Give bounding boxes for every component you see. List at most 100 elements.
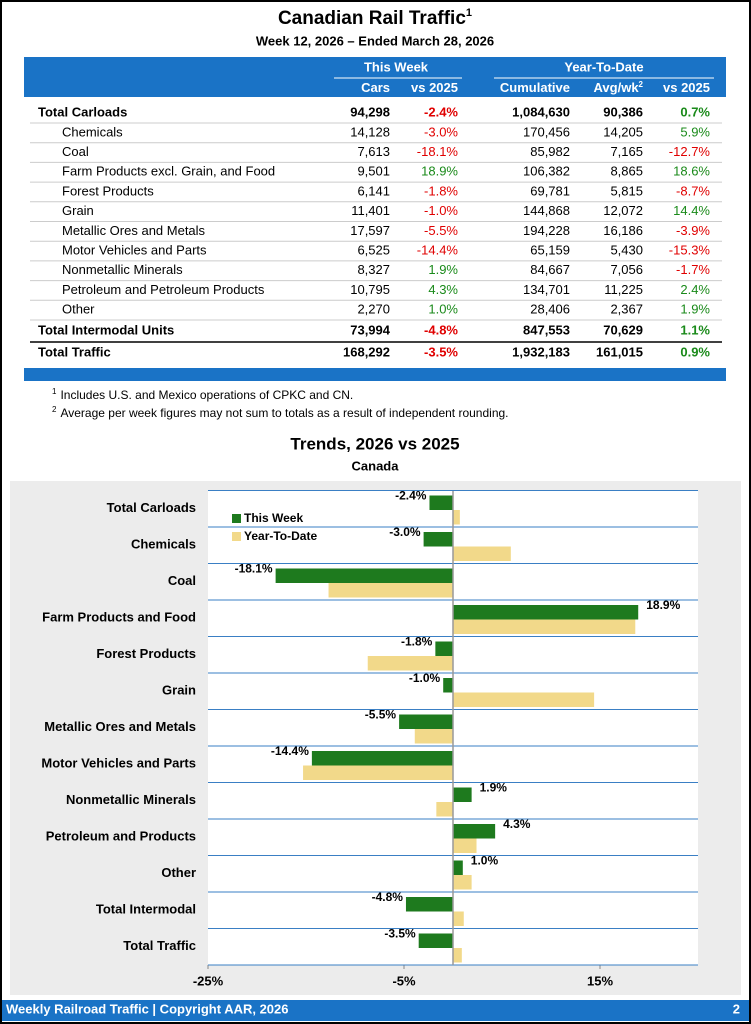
cell: 847,553 [523,322,570,337]
bar [453,860,463,875]
cell: 8,327 [357,262,390,277]
bar [328,583,453,598]
cell: 2,367 [610,302,643,317]
page-subtitle: Week 12, 2026 – Ended March 28, 2026 [256,33,494,48]
cell: 6,141 [357,183,390,198]
cell: -5.5% [424,223,458,238]
cell: 90,386 [603,104,643,119]
cell: 134,701 [523,282,570,297]
value-label: -5.5% [365,708,397,722]
cell: 106,382 [523,164,570,179]
bar [453,619,636,634]
value-label: -3.0% [389,525,421,539]
column-note: 2 [639,80,644,89]
page-title: Canadian Rail Traffic1 [278,7,472,29]
bar [453,838,477,853]
bar [418,933,453,948]
cell: -4.8% [424,322,458,337]
cell: 5.9% [680,124,710,139]
legend-label: This Week [244,511,303,525]
cell: 14,128 [350,124,390,139]
category-label: Coal [168,573,196,588]
cell: -3.0% [424,124,458,139]
value-label: 4.3% [503,817,531,831]
bar [435,641,453,656]
category-label: Farm Products and Food [42,610,196,625]
cell: 17,597 [350,223,390,238]
footnote-mark: 1 [52,387,57,396]
category-label: Total Traffic [123,938,196,953]
bar [453,824,496,839]
x-tick-label: 15% [587,973,613,988]
bar [453,911,464,926]
cell: 14,205 [603,124,643,139]
cell: 94,298 [350,104,390,119]
legend-label: Year-To-Date [244,529,317,543]
cell: 1.0% [428,302,458,317]
cell: 10,795 [350,282,390,297]
column-header: vs 2025 [663,80,710,95]
cell: -12.7% [669,144,711,159]
bar [367,656,453,671]
bar [453,787,472,802]
footnote-text: Includes U.S. and Mexico operations of C… [60,388,353,402]
category-label: Chemicals [131,537,196,552]
bar [436,802,453,817]
bar [443,678,453,693]
footer-bar [2,1000,749,1021]
cell: 85,982 [530,144,570,159]
row-label: Chemicals [62,124,123,139]
column-header: Cumulative [500,80,570,95]
column-header-text: vs 2025 [411,80,458,95]
category-label: Forest Products [96,646,196,661]
footnote-text: Average per week figures may not sum to … [60,406,508,420]
cell: 84,667 [530,262,570,277]
value-label: -18.1% [235,562,273,576]
cell: 1.1% [680,322,710,337]
value-label: -3.5% [384,927,416,941]
cell: 161,015 [596,344,643,359]
row-label: Forest Products [62,183,154,198]
cell: 7,165 [610,144,643,159]
page-number: 2 [733,1001,740,1016]
cell: 11,225 [604,282,643,297]
row-label: Farm Products excl. Grain, and Food [62,164,275,179]
cell: 16,186 [603,223,643,238]
cell: 18.6% [673,164,710,179]
bar [453,510,460,525]
cell: 170,456 [523,124,570,139]
category-label: Motor Vehicles and Parts [41,756,196,771]
cell: 0.7% [680,104,710,119]
row-label: Nonmetallic Minerals [62,262,183,277]
cell: 168,292 [343,344,390,359]
table-footer-bar [24,368,726,381]
table-header-bg [24,57,726,97]
x-tick-label: -25% [193,973,224,988]
value-label: -14.4% [271,744,309,758]
cell: -1.7% [676,262,710,277]
cell: -18.1% [417,144,459,159]
value-label: -4.8% [372,890,404,904]
footnote: 1 Includes U.S. and Mexico operations of … [52,387,353,403]
bar [453,948,462,963]
row-label: Metallic Ores and Metals [62,223,206,238]
chart-title: Trends, 2026 vs 2025 [290,434,459,453]
bar [303,765,453,780]
legend-swatch [232,532,241,541]
cell: 65,159 [530,242,570,257]
category-label: Total Carloads [107,500,196,515]
footer-text: Weekly Railroad Traffic | Copyright AAR,… [6,1001,289,1016]
cell: 5,430 [610,242,643,257]
footnote-mark: 2 [52,405,57,414]
row-label: Total Intermodal Units [38,322,174,337]
cell: 2.4% [680,282,710,297]
bar [453,692,595,707]
cell: 7,056 [610,262,643,277]
value-label: 1.0% [471,854,499,868]
category-label: Metallic Ores and Metals [44,719,196,734]
column-header-text: vs 2025 [663,80,710,95]
cell: -15.3% [669,242,711,257]
row-label: Grain [62,203,94,218]
row-label: Total Carloads [38,104,127,119]
cell: 1.9% [680,302,710,317]
